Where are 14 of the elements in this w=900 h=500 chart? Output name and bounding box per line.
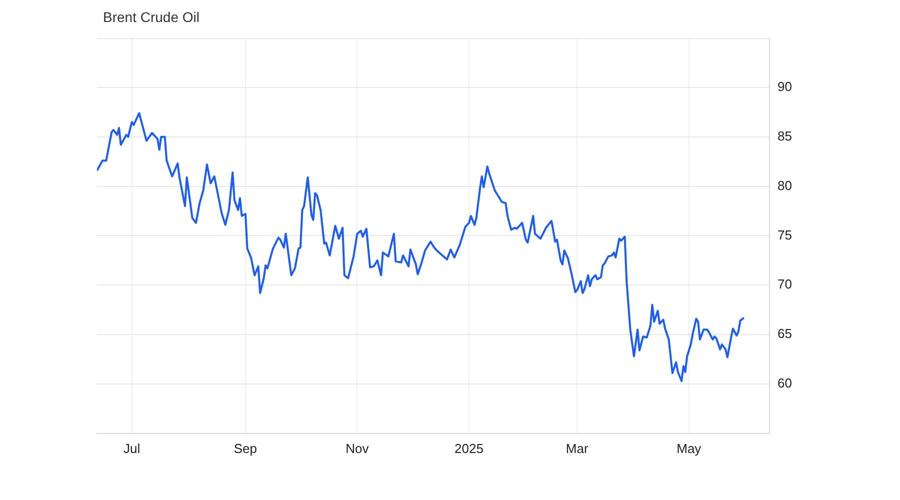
chart-title: Brent Crude Oil <box>103 9 200 25</box>
y-tick-label: 75 <box>778 227 792 242</box>
y-tick-label: 85 <box>778 128 792 144</box>
x-tick-label: Nov <box>346 440 370 456</box>
x-tick-label: Jul <box>124 440 140 456</box>
y-tick-label: 70 <box>778 276 792 292</box>
y-tick-label: 90 <box>778 79 792 94</box>
y-tick-label: 65 <box>778 326 792 342</box>
x-tick-label: May <box>676 440 702 456</box>
x-tick-label: 2025 <box>454 440 484 456</box>
y-tick-label: 60 <box>778 376 792 391</box>
y-tick-label: 80 <box>778 178 792 193</box>
x-tick-label: Sep <box>234 440 258 456</box>
x-tick-label: Mar <box>566 440 589 456</box>
